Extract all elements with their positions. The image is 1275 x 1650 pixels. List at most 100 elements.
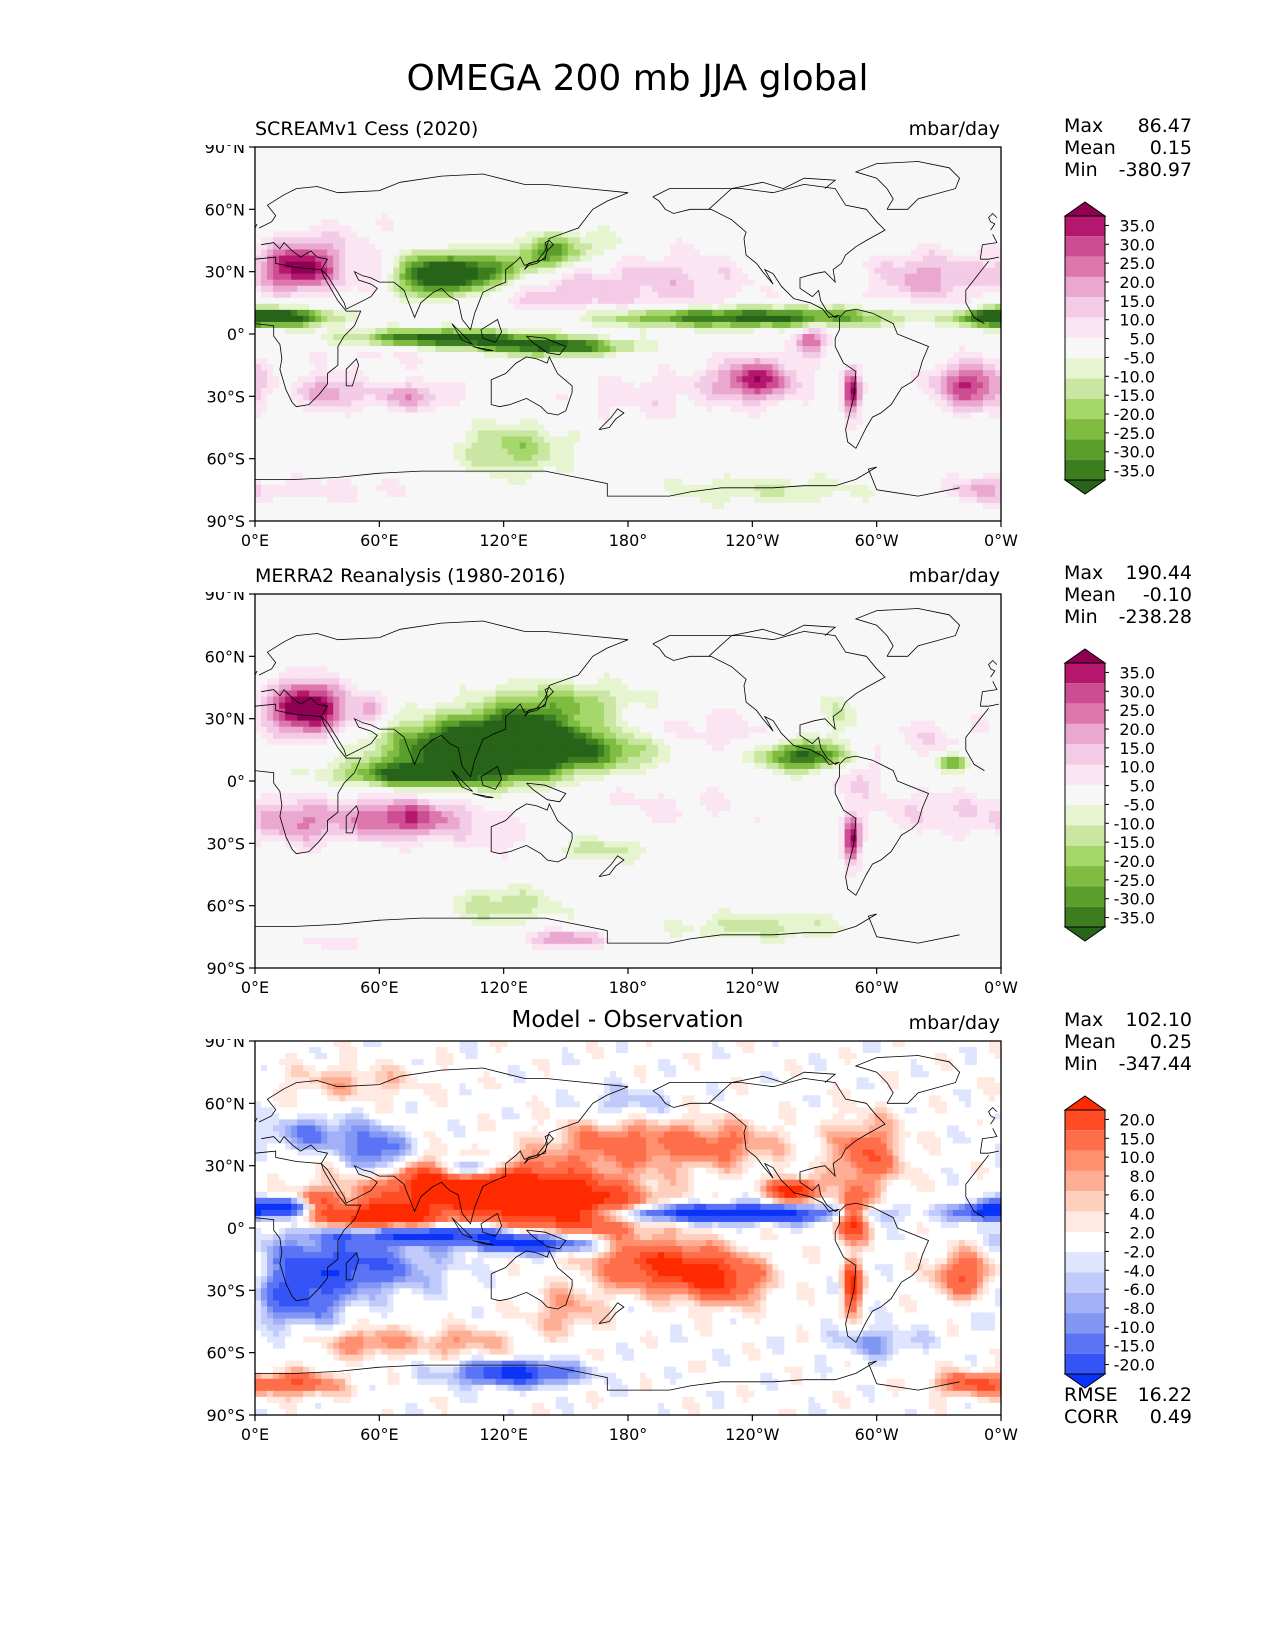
field-cell [423, 321, 431, 329]
field-cell [982, 195, 990, 202]
field-cell [646, 346, 653, 353]
field-cell [369, 388, 376, 395]
field-cell [339, 183, 346, 190]
field-cell [543, 147, 551, 154]
field-cell [970, 183, 978, 190]
field-cell [459, 376, 467, 383]
field-cell [573, 364, 581, 371]
field-cell [507, 321, 515, 329]
field-cell [718, 352, 725, 359]
field-cell [417, 309, 425, 317]
field-cell [892, 370, 900, 377]
field-cell [579, 267, 587, 275]
field-cell [850, 352, 858, 359]
field-cell [471, 177, 479, 184]
field-cell [634, 219, 641, 227]
field-cell [670, 249, 677, 257]
field-cell [988, 213, 996, 220]
field-cell [459, 352, 467, 359]
field-cell [808, 285, 816, 293]
field-cell [405, 171, 413, 178]
field-cell [766, 231, 773, 239]
field-cell [309, 213, 316, 220]
field-cell [790, 285, 798, 293]
field-cell [730, 201, 737, 208]
field-cell [868, 165, 876, 172]
field-cell [483, 201, 491, 208]
field-cell [946, 249, 954, 257]
field-cell [459, 309, 467, 317]
field-cell [766, 297, 773, 305]
field-cell [495, 183, 503, 190]
field-cell [345, 370, 352, 377]
field-cell [597, 358, 605, 365]
field-cell [279, 352, 286, 359]
field-cell [465, 309, 473, 317]
field-cell [543, 376, 551, 383]
field-cell [429, 370, 437, 377]
field-cell [399, 273, 407, 281]
field-cell [393, 255, 400, 263]
field-cell [255, 189, 262, 196]
field-cell [603, 370, 611, 377]
field-cell [988, 189, 996, 196]
field-cell [976, 352, 984, 359]
field-cell [982, 213, 990, 220]
field-cell [297, 153, 304, 160]
field-cell [748, 358, 755, 365]
field-cell [339, 243, 346, 251]
field-cell [640, 327, 647, 335]
field-cell [339, 255, 346, 263]
field-cell [441, 231, 449, 239]
field-cell [628, 147, 635, 154]
field-cell [507, 273, 515, 281]
field-cell [874, 255, 882, 263]
field-cell [646, 370, 653, 377]
field-cell [964, 321, 972, 329]
field-cell [615, 243, 623, 251]
field-cell [357, 388, 364, 395]
field-cell [850, 177, 858, 184]
field-cell [303, 370, 310, 377]
field-cell [952, 334, 960, 341]
field-cell [802, 285, 810, 293]
field-cell [615, 273, 623, 281]
field-cell [994, 237, 1002, 245]
field-cell [982, 376, 990, 383]
field-cell [573, 279, 581, 287]
field-cell [874, 189, 882, 196]
field-cell [315, 376, 322, 383]
field-cell [706, 153, 713, 160]
field-cell [501, 315, 509, 323]
field-cell [525, 225, 533, 233]
field-cell [429, 340, 437, 347]
field-cell [543, 237, 551, 245]
field-cell [916, 267, 924, 275]
field-cell [844, 147, 852, 154]
field-cell [561, 219, 569, 227]
field-cell [880, 303, 888, 311]
field-cell [501, 195, 509, 202]
field-cell [489, 321, 497, 329]
field-cell [880, 189, 888, 196]
field-cell [694, 261, 701, 269]
field-cell [934, 147, 942, 154]
field-cell [640, 165, 647, 172]
field-cell [591, 340, 599, 347]
field-cell [898, 327, 906, 335]
field-cell [718, 376, 725, 383]
field-cell [435, 219, 443, 227]
field-cell [315, 388, 322, 395]
field-cell [507, 213, 515, 220]
field-cell [567, 225, 575, 233]
field-cell [279, 177, 286, 184]
field-cell [958, 255, 966, 263]
field-cell [922, 237, 930, 245]
field-cell [850, 249, 858, 257]
field-cell [411, 358, 419, 365]
field-cell [471, 219, 479, 227]
field-cell [555, 370, 563, 377]
field-cell [285, 225, 292, 233]
field-cell [333, 183, 340, 190]
field-cell [345, 195, 352, 202]
